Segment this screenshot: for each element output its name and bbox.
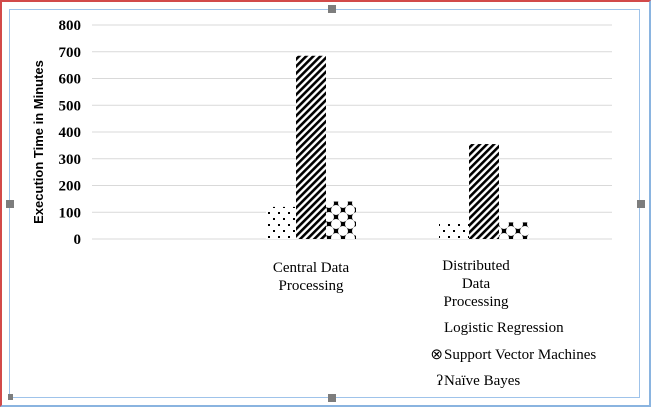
category-label: Central Data: [273, 260, 350, 276]
bar-diagonal-stripes-1: [469, 144, 499, 239]
y-tick-label: 500: [59, 98, 82, 114]
bar-dots-1: [439, 222, 469, 239]
resize-handle-top[interactable]: [328, 5, 336, 13]
resize-handle-bottom[interactable]: [328, 394, 336, 402]
bar-dots-0: [266, 206, 296, 239]
legend-entry: Support Vector Machines: [444, 347, 596, 363]
category-label: Processing: [444, 294, 509, 310]
y-axis-ticks: 0 100 200 300 400 500 600 700 800: [59, 18, 82, 248]
bar-diagonal-stripes-0: [296, 55, 326, 240]
legend-entry: Logistic Regression: [444, 320, 564, 336]
y-tick-label: 600: [59, 72, 82, 88]
y-tick-label: 200: [59, 179, 82, 195]
category-label: Data: [462, 276, 491, 292]
y-tick-label: 100: [59, 205, 82, 221]
category-labels: Central Data Processing Distributed Data Pro…: [273, 258, 510, 310]
y-axis-title: Execution Time in Minutes: [31, 60, 46, 224]
resize-handle-right[interactable]: [637, 200, 645, 208]
resize-handle-bottom-left[interactable]: [8, 394, 13, 400]
legend-marker-dots: ʔ: [436, 373, 443, 389]
bar-circles-0: [326, 201, 356, 239]
category-label: Distributed: [442, 258, 510, 274]
y-tick-label: 700: [59, 45, 82, 61]
y-tick-label: 800: [59, 18, 82, 34]
legend-entry: Naïve Bayes: [444, 373, 520, 389]
category-label: Processing: [279, 278, 344, 294]
y-tick-label: 0: [74, 232, 82, 248]
y-tick-label: 400: [59, 125, 82, 141]
resize-handle-left[interactable]: [6, 200, 14, 208]
legend-marker-circles: ⊗: [430, 347, 443, 363]
legend: Logistic Regression⊗ Support Vector Machi…: [430, 320, 596, 389]
bars: [266, 55, 529, 240]
bar-circles-1: [499, 222, 529, 239]
y-tick-label: 300: [59, 152, 82, 168]
